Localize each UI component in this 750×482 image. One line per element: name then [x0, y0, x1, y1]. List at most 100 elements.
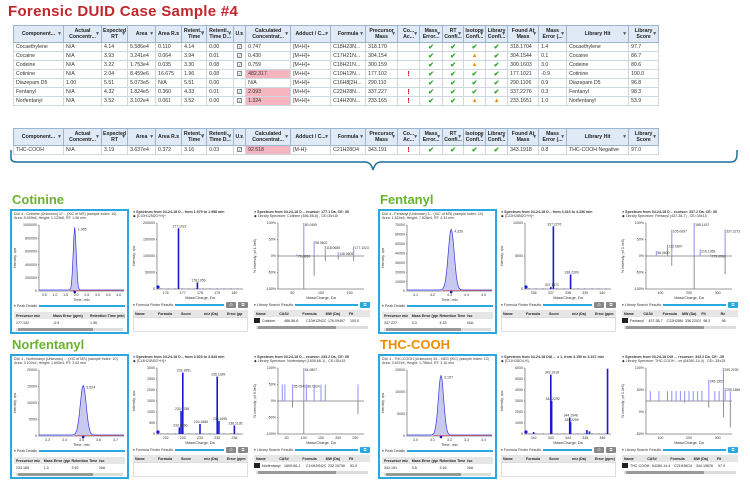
column-header[interactable]: Mass Error (... ▼ — [538, 128, 568, 146]
mini-table-row[interactable]: Norfentanyl 1609-66-1 C14H20N2O 232.15756 53… — [254, 462, 370, 469]
cell-lib-score[interactable]: 100.0 — [628, 69, 660, 79]
cell-expected-rt[interactable]: 3.19 — [100, 145, 129, 155]
column-header[interactable]: Isotope Confi... ▼ — [463, 25, 487, 43]
scrollbar-thumb[interactable] — [626, 471, 705, 474]
library-search-header[interactable]: ▾ Library Search Results ⧉ — [622, 447, 738, 453]
xic-chart[interactable]: 20000 15000 10000 5000 0 3.3 3.4 3.5 3.6 3.7 Time,… — [12, 366, 127, 447]
mini-column-header[interactable]: Formula — [158, 456, 173, 461]
mini-column-header[interactable]: Error (ppm — [595, 311, 614, 316]
cell-rt-delta[interactable]: 0.01 — [206, 87, 235, 97]
library-chart[interactable]: 100% 50% 0% -50% -100% 50 100 150 Mass/Charge, D… — [252, 219, 369, 300]
filter-icon[interactable]: ▼ — [200, 31, 206, 37]
filter-icon[interactable]: ▼ — [95, 134, 100, 140]
cell-component[interactable]: Norfentanyl — [13, 96, 64, 106]
cell-expected-rt[interactable]: 3.93 — [100, 51, 129, 61]
cell-actual[interactable]: N/A — [63, 60, 102, 70]
mini-column-header[interactable]: CAS# — [643, 311, 653, 316]
table-row[interactable]: Fentanyl N/A 4.32 1.824e5 0.360 4.33 0.01 ✓ 2.09… — [13, 87, 660, 97]
cell-lib-score[interactable]: 97.0 — [628, 145, 660, 155]
mini-column-header[interactable]: Name — [503, 311, 513, 316]
cell-actual[interactable]: N/A — [63, 87, 102, 97]
mini-table-row[interactable]: Cotinine 486-56-6 C10H12N2O 176.09497 100.0 — [254, 317, 370, 324]
mini-column-header[interactable]: Name — [503, 456, 513, 461]
table-row[interactable]: Norfentanyl N/A 3.52 3.102e4 0.061 3.52 0.00 ✓ 1… — [13, 96, 660, 106]
cell-mass-err-conf[interactable]: ✔ — [419, 69, 444, 79]
mini-column-header[interactable]: Error (pp — [227, 311, 243, 316]
cell-conc-acc[interactable]: ! — [397, 96, 421, 106]
export-button[interactable]: ⧉ — [606, 447, 616, 453]
settings-button[interactable]: ⊙ — [226, 302, 236, 308]
filter-icon[interactable]: ▼ — [413, 134, 419, 140]
library-chart[interactable]: 100% 50% 0% -50% -100% 100 200 300 Mass/Charge, … — [620, 219, 740, 300]
mini-column-header[interactable]: Name — [135, 456, 145, 461]
cell-calc[interactable]: 0.747 — [245, 42, 292, 52]
column-header[interactable]: Area R... ▼ — [155, 25, 183, 43]
mini-table-row[interactable]: 337.227 0.3 4.33 N/A — [382, 319, 493, 326]
table-row[interactable]: Cotinine N/A 2.04 8.459e6 16.675 1.96 0.08 ✓ 482… — [13, 69, 660, 79]
cell-lib-conf[interactable]: ✔ — [485, 51, 509, 61]
filter-icon[interactable]: ▼ — [457, 31, 463, 37]
column-header[interactable]: Library Score ▼ — [628, 128, 660, 146]
mini-column-header[interactable]: Name — [624, 311, 634, 316]
cell-mass-err-conf[interactable]: ✔ — [419, 78, 444, 88]
cell-formula[interactable]: C10H12N... — [330, 69, 367, 79]
cell-component[interactable]: Codeine — [13, 60, 64, 70]
mini-column-header[interactable]: MW (Da) — [693, 456, 708, 461]
mini-column-header[interactable]: Score — [181, 311, 191, 316]
column-header[interactable]: U... ▼ — [233, 128, 247, 146]
checkbox-icon[interactable]: ✓ — [237, 62, 243, 67]
cell-found[interactable]: 304.1544 — [507, 51, 540, 61]
mini-column-header[interactable]: Formula — [526, 311, 541, 316]
column-header[interactable]: Component... ▼ — [13, 25, 64, 43]
peak-details-header[interactable]: ▾ Peak Details — [382, 449, 493, 453]
spectrum-chart[interactable]: 200000 150000 100000 50000 0 176 177 178 179 180 M… — [131, 219, 246, 300]
filter-icon[interactable]: ▼ — [175, 31, 181, 37]
mini-column-header[interactable]: Name — [135, 311, 145, 316]
export-button[interactable]: ⧉ — [606, 302, 616, 308]
horizontal-scrollbar[interactable] — [256, 326, 368, 329]
cell-actual[interactable]: N/A — [63, 96, 102, 106]
column-header[interactable]: Calculated Concentrat... ▼ — [245, 128, 292, 146]
filter-icon[interactable]: ▼ — [121, 31, 127, 37]
column-header[interactable]: Mass Error (... ▼ — [538, 25, 568, 43]
cell-rt-conf[interactable]: ✔ — [442, 78, 465, 88]
cell-lib-hit[interactable]: Diazepam D5 — [566, 78, 630, 88]
cell-mass-err[interactable]: 0.9 — [538, 78, 568, 88]
cell-expected-rt[interactable]: 3.22 — [100, 60, 129, 70]
cell-rt[interactable]: 5.51 — [181, 78, 208, 88]
cell-component[interactable]: Fentanyl — [13, 87, 64, 97]
filter-icon[interactable]: ▼ — [501, 134, 507, 140]
cell-area[interactable]: 1.824e5 — [127, 87, 157, 97]
mini-column-header[interactable]: Formula — [302, 311, 317, 316]
scrollbar-thumb[interactable] — [626, 326, 705, 329]
cell-lib-hit[interactable]: Cotinine — [566, 69, 630, 79]
column-header[interactable]: Adduct / C... ▼ — [290, 25, 332, 43]
cell-used[interactable]: ✓ — [233, 60, 247, 70]
library-panel[interactable]: ● Spectrum from 04-24-18 D... ecursor: 3… — [620, 209, 740, 334]
cell-expected-rt[interactable]: 4.32 — [100, 87, 129, 97]
mini-column-header[interactable]: Fit — [701, 311, 706, 316]
cell-component[interactable]: Diazepam D5 — [13, 78, 64, 88]
filter-icon[interactable]: ▼ — [652, 134, 658, 140]
checkbox-icon[interactable]: ✓ — [237, 44, 243, 49]
column-header[interactable]: Calculated Concentrat... ▼ — [245, 25, 292, 43]
cell-formula[interactable]: C18H23N... — [330, 42, 367, 52]
column-header[interactable]: Component... ▼ — [13, 128, 64, 146]
cell-mass-err[interactable]: 3.0 — [538, 60, 568, 70]
column-header[interactable]: Retent... Time ▼ — [181, 128, 208, 146]
filter-icon[interactable]: ▼ — [436, 31, 442, 37]
cell-rt[interactable]: 3.30 — [181, 60, 208, 70]
mini-column-header[interactable]: Mass Error (ppm) — [411, 313, 438, 318]
library-panel[interactable]: ● Spectrum from 04-24-18 D... ecursor: 1… — [252, 209, 372, 334]
cell-precursor[interactable]: 290.110 — [365, 78, 399, 88]
formula-finder-header[interactable]: ▾ Formula Finder Results ⊙ ⧉ — [501, 302, 616, 308]
cell-lib-hit[interactable]: Cocaethylene — [566, 42, 630, 52]
spectrum-chart[interactable]: 10000 5000 0 336 337 338 339 340 Mass/Charge, Da… — [499, 219, 614, 300]
cell-rt-delta[interactable]: 0.08 — [206, 69, 235, 79]
column-header[interactable]: Mass Error... ▼ — [419, 25, 444, 43]
cell-iso-conf[interactable]: ▲ — [463, 60, 487, 70]
cell-actual[interactable]: N/A — [63, 69, 102, 79]
cell-calc[interactable]: 482.317 — [245, 69, 292, 79]
xic-chart[interactable]: 15000 10000 5000 0 3.0 3.1 3.2 3.3 3.4 Time, min I… — [380, 366, 495, 447]
cell-precursor[interactable]: 337.227 — [365, 87, 399, 97]
